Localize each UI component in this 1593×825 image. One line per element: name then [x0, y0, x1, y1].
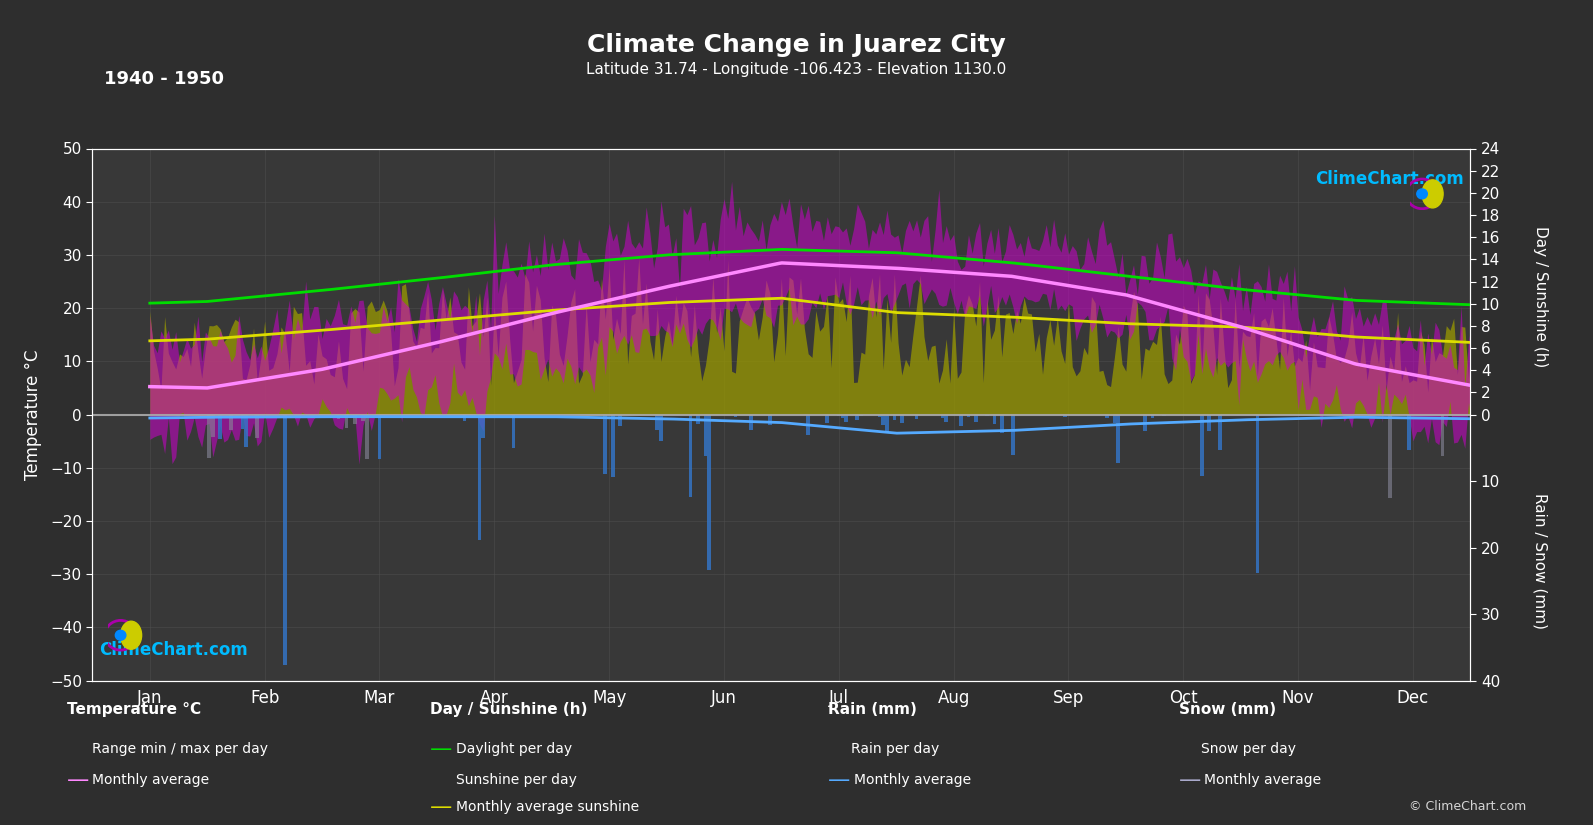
Bar — [1219, 414, 1222, 450]
Bar — [1440, 414, 1445, 455]
Text: —: — — [67, 770, 89, 790]
Bar — [1000, 414, 1004, 433]
Text: Snow (mm): Snow (mm) — [1179, 701, 1276, 717]
Bar — [1112, 414, 1117, 423]
Bar — [734, 414, 738, 417]
Text: —: — — [430, 739, 452, 759]
Bar — [1150, 414, 1155, 418]
Text: Range min / max per day: Range min / max per day — [92, 742, 268, 756]
Text: Day / Sunshine (h): Day / Sunshine (h) — [430, 701, 588, 717]
Bar — [1407, 414, 1411, 450]
Bar — [992, 414, 996, 424]
Text: 1940 - 1950: 1940 - 1950 — [104, 70, 223, 88]
Bar — [707, 414, 710, 570]
Bar — [255, 414, 260, 437]
Bar — [1485, 414, 1489, 419]
Bar — [464, 414, 467, 421]
Bar — [806, 414, 809, 435]
Bar — [892, 414, 897, 420]
Bar — [378, 414, 381, 459]
Bar — [478, 414, 481, 540]
Bar — [354, 414, 357, 425]
Bar — [1106, 414, 1109, 417]
Bar — [886, 414, 889, 433]
Bar — [945, 414, 948, 422]
Bar — [365, 414, 370, 459]
Text: —: — — [828, 770, 851, 790]
Text: ClimeChart.com: ClimeChart.com — [99, 641, 249, 659]
Bar — [336, 414, 341, 419]
Text: Climate Change in Juarez City: Climate Change in Juarez City — [588, 33, 1005, 57]
Bar — [511, 414, 515, 448]
Bar — [660, 414, 663, 441]
Bar — [207, 414, 210, 458]
Bar — [841, 414, 844, 417]
Circle shape — [115, 630, 126, 640]
Text: Rain (mm): Rain (mm) — [828, 701, 918, 717]
Bar — [1012, 414, 1015, 455]
Bar — [696, 414, 699, 424]
Text: Temperature °C: Temperature °C — [67, 701, 201, 717]
Text: Rain / Snow (mm): Rain / Snow (mm) — [1532, 493, 1548, 629]
Bar — [768, 414, 771, 425]
Bar — [210, 414, 215, 436]
Bar — [344, 414, 349, 428]
Bar — [1117, 414, 1120, 463]
Bar — [1207, 414, 1211, 431]
Text: © ClimeChart.com: © ClimeChart.com — [1408, 800, 1526, 813]
Text: Day / Sunshine (h): Day / Sunshine (h) — [1532, 226, 1548, 368]
Bar — [655, 414, 660, 430]
Bar — [825, 414, 828, 423]
Bar — [900, 414, 903, 423]
Bar — [914, 414, 919, 418]
Bar — [612, 414, 615, 477]
Text: Daylight per day: Daylight per day — [456, 742, 572, 756]
Bar — [229, 414, 233, 431]
Bar — [844, 414, 847, 422]
Bar — [241, 414, 244, 429]
Bar — [959, 414, 962, 426]
Bar — [1144, 414, 1147, 431]
Bar — [1200, 414, 1204, 476]
Text: Monthly average: Monthly average — [854, 773, 972, 786]
Bar — [218, 414, 221, 439]
Bar — [984, 414, 989, 416]
Bar — [940, 414, 945, 418]
Text: —: — — [1179, 770, 1201, 790]
Ellipse shape — [1423, 180, 1443, 208]
Text: Snow per day: Snow per day — [1201, 742, 1297, 756]
Bar — [836, 414, 841, 417]
Circle shape — [1416, 189, 1427, 199]
Bar — [1255, 414, 1258, 573]
Text: Monthly average: Monthly average — [92, 773, 210, 786]
Bar — [284, 414, 287, 665]
Ellipse shape — [121, 621, 142, 649]
Bar — [704, 414, 707, 456]
Bar — [859, 414, 863, 416]
Text: Rain per day: Rain per day — [851, 742, 938, 756]
Bar — [1388, 414, 1392, 498]
Text: Monthly average sunshine: Monthly average sunshine — [456, 800, 639, 813]
Bar — [618, 414, 623, 426]
Bar — [481, 414, 484, 438]
Y-axis label: Temperature °C: Temperature °C — [24, 349, 41, 480]
Bar — [1063, 414, 1067, 417]
Bar — [881, 414, 886, 426]
Bar — [244, 414, 249, 447]
Bar — [973, 414, 978, 422]
Bar — [1481, 414, 1485, 420]
Bar — [878, 414, 881, 417]
Text: ClimeChart.com: ClimeChart.com — [1314, 170, 1464, 188]
Bar — [688, 414, 693, 497]
Bar — [1163, 414, 1166, 416]
Bar — [749, 414, 752, 431]
Bar — [967, 414, 970, 417]
Text: —: — — [430, 797, 452, 817]
Bar — [604, 414, 607, 474]
Text: Monthly average: Monthly average — [1204, 773, 1322, 786]
Text: Sunshine per day: Sunshine per day — [456, 773, 577, 786]
Bar — [855, 414, 859, 420]
Bar — [362, 414, 365, 422]
Text: Latitude 31.74 - Longitude -106.423 - Elevation 1130.0: Latitude 31.74 - Longitude -106.423 - El… — [586, 62, 1007, 77]
